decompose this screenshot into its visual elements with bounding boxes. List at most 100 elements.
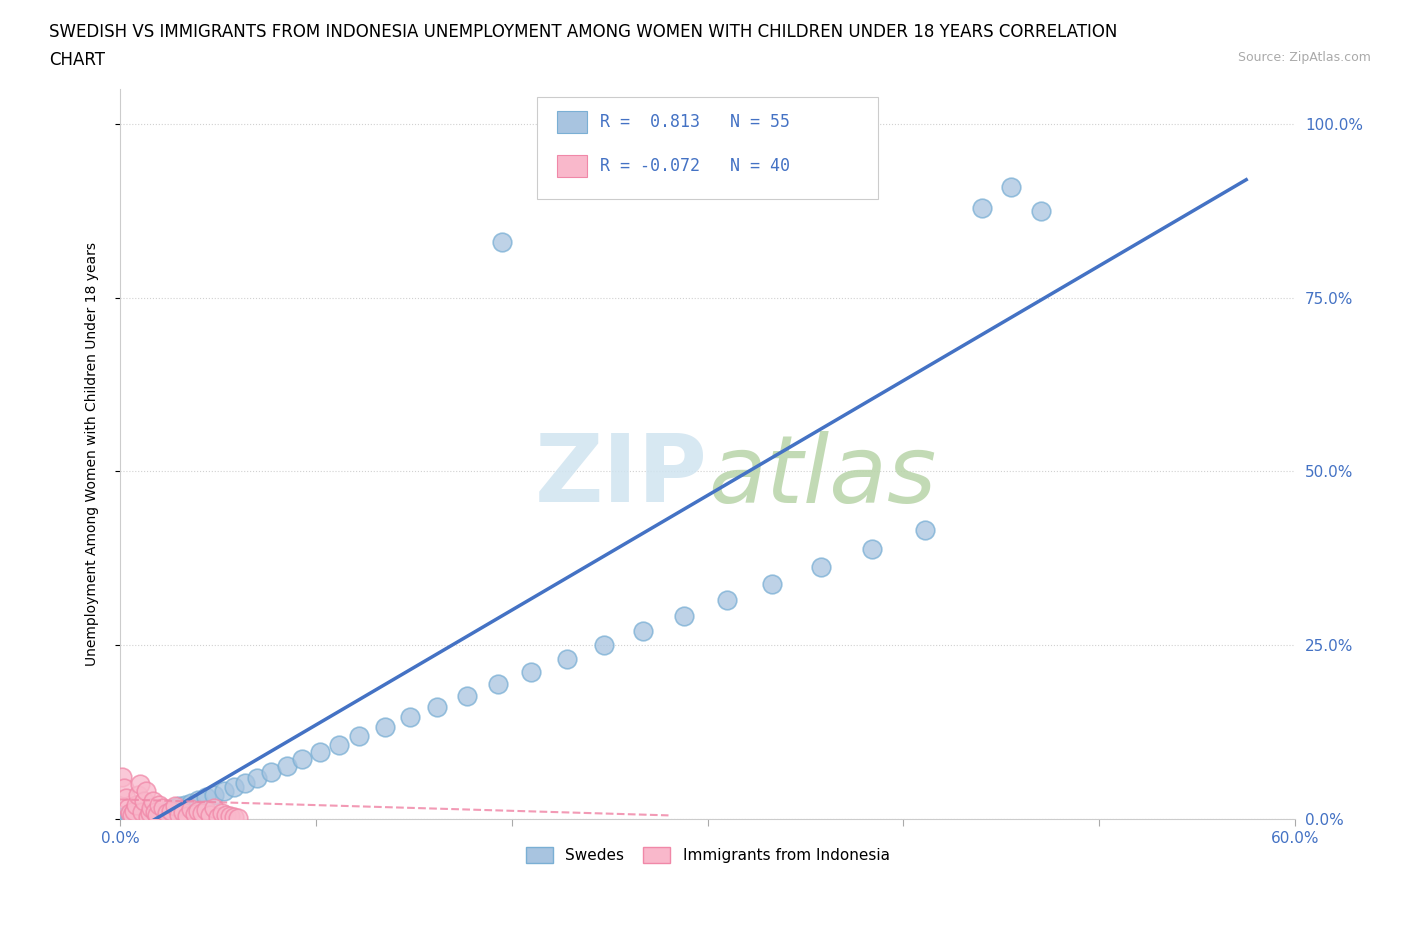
Point (148, 806, 170, 821)
Point (132, 794, 155, 809)
Point (163, 801, 186, 816)
Point (152, 801, 174, 816)
Point (202, 801, 225, 816)
Point (187, 792, 209, 807)
Point (716, 592, 738, 607)
Text: R = -0.072   N = 40: R = -0.072 N = 40 (599, 157, 790, 175)
Point (486, 677, 509, 692)
Text: atlas: atlas (707, 431, 936, 522)
Point (260, 764, 283, 779)
Text: ZIP: ZIP (534, 430, 707, 522)
Point (853, 130, 876, 145)
Point (222, 810, 245, 825)
Point (142, 808, 165, 823)
Point (152, 804, 174, 819)
Point (200, 808, 222, 823)
Point (328, 737, 350, 752)
Point (309, 745, 332, 760)
Text: CHART: CHART (49, 51, 105, 69)
Point (111, 810, 134, 825)
Point (160, 802, 183, 817)
Point (135, 784, 157, 799)
Point (122, 808, 145, 823)
Point (347, 729, 370, 744)
Point (125, 810, 148, 825)
Point (195, 803, 218, 817)
Point (373, 720, 395, 735)
Point (180, 795, 202, 810)
FancyBboxPatch shape (537, 97, 877, 199)
Point (226, 811, 249, 826)
Point (399, 710, 422, 724)
Point (212, 784, 235, 799)
Point (132, 808, 155, 823)
Point (211, 806, 233, 821)
Point (215, 807, 238, 822)
Text: Source: ZipAtlas.com: Source: ZipAtlas.com (1237, 51, 1371, 64)
Point (136, 808, 159, 823)
Point (131, 809, 153, 824)
Point (235, 776, 257, 790)
Point (1029, 204, 1052, 219)
Point (761, 577, 783, 591)
Point (183, 806, 205, 821)
FancyBboxPatch shape (557, 155, 586, 177)
Point (1000, 179, 1022, 194)
Point (592, 638, 614, 653)
Point (173, 798, 195, 813)
Point (218, 808, 240, 823)
Point (117, 808, 139, 823)
Point (118, 806, 141, 821)
Point (156, 806, 179, 821)
Point (122, 804, 145, 818)
Point (180, 802, 202, 817)
Point (810, 559, 832, 574)
Point (141, 801, 163, 816)
Point (246, 770, 269, 785)
Point (491, 234, 513, 249)
Point (112, 809, 135, 824)
Point (138, 807, 160, 822)
Point (146, 808, 169, 823)
Point (167, 799, 190, 814)
Point (148, 798, 170, 813)
Point (456, 688, 478, 703)
Point (191, 805, 214, 820)
Text: R =  0.813   N = 55: R = 0.813 N = 55 (599, 113, 790, 131)
Point (276, 759, 298, 774)
FancyBboxPatch shape (557, 112, 586, 133)
Point (914, 523, 936, 538)
Point (128, 807, 150, 822)
Point (156, 804, 179, 818)
Point (555, 652, 578, 667)
Point (127, 787, 149, 802)
Point (160, 804, 183, 818)
Point (141, 806, 163, 821)
Point (163, 799, 186, 814)
Point (136, 809, 159, 824)
Point (117, 801, 139, 816)
Point (187, 804, 209, 818)
Point (202, 787, 225, 802)
Point (291, 751, 314, 766)
Point (115, 811, 138, 826)
Legend: Swedes, Immigrants from Indonesia: Swedes, Immigrants from Indonesia (520, 842, 896, 870)
Point (128, 777, 150, 791)
Point (145, 804, 167, 819)
Y-axis label: Unemployment Among Women with Children Under 18 years: Unemployment Among Women with Children U… (86, 242, 100, 666)
Point (520, 664, 543, 679)
Point (127, 808, 149, 823)
Point (121, 809, 143, 824)
Point (131, 804, 153, 819)
Point (167, 807, 190, 822)
Point (176, 808, 198, 823)
Point (195, 790, 218, 804)
Point (673, 608, 696, 623)
Point (145, 806, 167, 821)
Point (118, 810, 141, 825)
Point (970, 200, 993, 215)
Point (207, 809, 229, 824)
Point (142, 794, 165, 809)
Text: SWEDISH VS IMMIGRANTS FROM INDONESIA UNEMPLOYMENT AMONG WOMEN WITH CHILDREN UNDE: SWEDISH VS IMMIGRANTS FROM INDONESIA UNE… (49, 23, 1118, 41)
Point (222, 779, 245, 794)
